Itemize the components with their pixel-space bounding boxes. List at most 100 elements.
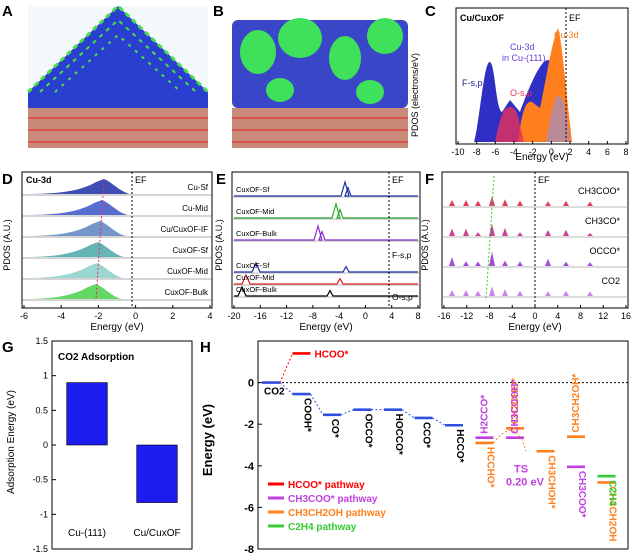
panel-label-g: G <box>2 339 14 356</box>
panel-c-xtick-tick-label: -4 <box>510 147 518 157</box>
panel-h-state-label: H2CCO* <box>480 395 491 434</box>
panel-h-plot: -8 -6 -4 -2 0 CO2 HCOO* COOH* CO* OCCO* HOCCO* CCO*… <box>244 349 628 556</box>
panel-c-xtick-tick-label: 0 <box>549 147 554 157</box>
panel-g-ylabel: Adsorption Energy (eV) <box>6 390 17 494</box>
panel-a: A <box>2 3 210 148</box>
panel-b-lobe-5 <box>266 78 294 102</box>
panel-d-curve-label: CuxOF-Mid <box>167 267 208 276</box>
panel-c-xtick-tick-label: -2 <box>529 147 537 157</box>
panel-a-atoms-green-2 <box>54 33 182 93</box>
panel-c-xtick-tick-label: 6 <box>605 147 610 157</box>
panel-h-state-label: CO* <box>329 419 340 438</box>
panel-h-legend-label: HCOO* pathway <box>288 480 365 491</box>
panel-f-xtick-tick-label: -12 <box>460 311 473 321</box>
panel-c-annotation-osp: O-s,p <box>510 88 532 98</box>
panel-f-xtick-tick-label: 0 <box>532 311 537 321</box>
panel-e-group-osp: O-s,p <box>392 292 413 302</box>
panel-f-shift-line <box>485 175 495 301</box>
panel-d-curve <box>24 242 210 257</box>
panel-d: D PDOS (A.U.) Cu-Sf Cu-Mid Cu/CuxOF-IF CuxO… <box>2 171 213 333</box>
panel-g-category-label: Cu-(111) <box>68 528 106 539</box>
panel-label-d: D <box>2 171 13 188</box>
panel-h-ts-label: TS <box>514 463 528 475</box>
panel-c-annotation-fsp: F-s,p <box>462 78 483 88</box>
panel-g-ytick-label: 1 <box>43 371 48 381</box>
panel-e-curve-label: CuxOF-Sf <box>236 261 270 270</box>
panel-d-xtick-tick-label: -4 <box>57 311 65 321</box>
panel-g-title: CO2 Adsorption <box>58 352 134 363</box>
panel-h-state-label: CH2CHO* <box>510 378 521 424</box>
panel-h-ytick-label: 0 <box>248 378 254 390</box>
panel-e-curve <box>234 223 418 241</box>
panel-b-lobe-4 <box>367 18 403 54</box>
panel-d-curve <box>24 284 210 299</box>
panel-g-ytick-label: 0.5 <box>35 405 48 415</box>
panel-label-h: H <box>200 339 211 356</box>
panel-d-xtick-tick-label: -2 <box>94 311 102 321</box>
panel-d-curve <box>24 263 210 278</box>
panel-h-connector <box>340 409 354 416</box>
panel-h-ts-curve <box>493 430 527 452</box>
panel-f-xtick-tick-label: 4 <box>555 311 560 321</box>
panel-g-category-label: Cu/CuxOF <box>133 528 180 539</box>
panel-d-curve-label: CuxOF-Sf <box>172 246 208 255</box>
panel-d-curve <box>24 221 210 236</box>
panel-f-curve <box>444 286 626 296</box>
panel-e-curve <box>234 201 418 219</box>
panel-g-bar <box>136 444 178 503</box>
panel-e-curves: CuxOF-Sf CuxOF-Mid CuxOF-Bulk CuxOF-Sf CuxOF… <box>232 179 420 298</box>
panel-d-xticks: -6 -4 -2 0 2 4 <box>20 305 213 321</box>
panel-f: F PDOS (A.U.) CH3COO* CH3CO* OCCO* CO2 EF -… <box>420 171 631 333</box>
panel-f-curve-label: CO2 <box>601 276 620 286</box>
panel-c-xtick-tick-label: 8 <box>623 147 628 157</box>
panel-d-xtick-tick-label: -6 <box>20 311 28 321</box>
panel-h-connector <box>279 382 293 395</box>
panel-h-ts-value: 0.20 eV <box>506 476 545 488</box>
panel-a-surface-green <box>26 3 210 94</box>
panel-f-curve-label: OCCO* <box>589 246 620 256</box>
panel-e-curve-label: CuxOF-Sf <box>236 185 270 194</box>
panel-h-legend: HCOO* pathway CH3COO* pathway CH3CH2OH pat… <box>268 480 386 533</box>
panel-e-group-fsp: F-s,p <box>392 250 412 260</box>
panel-h-state-label: HCCHO* <box>485 447 496 488</box>
panel-c-xtick-tick-label: -8 <box>473 147 481 157</box>
panel-h-state-label: OCCO* <box>363 414 374 448</box>
panel-c-annotation-cu111: in Cu-(111) <box>502 53 546 63</box>
panel-h-legend-label: C2H4 pathway <box>288 522 357 533</box>
panel-f-xtick-tick-label: 8 <box>578 311 583 321</box>
panel-h-ytick-label: -4 <box>244 461 255 473</box>
panel-c-frame <box>455 7 629 145</box>
panel-e-xtick-tick-label: -12 <box>280 311 293 321</box>
panel-h-ytick-label: -2 <box>244 419 254 431</box>
panel-label-f: F <box>425 171 434 188</box>
panel-d-curve-label: Cu-Sf <box>188 183 209 192</box>
panel-e-ylabel: PDOS (A.U.) <box>214 219 224 271</box>
panel-c-dos-red <box>495 106 524 142</box>
panel-c-xticks: -10 -8 -6 -4 -2 0 2 4 6 8 <box>451 141 629 157</box>
panel-d-curve-label: Cu/CuxOF-IF <box>160 225 208 234</box>
panel-e-curve <box>234 179 418 197</box>
panel-e-ef: EF <box>392 175 404 185</box>
panel-h-legend-label: CH3COO* pathway <box>288 494 378 505</box>
panel-h-ytick-label: -8 <box>244 544 254 556</box>
panel-b-lobe-2 <box>278 18 322 58</box>
panel-c-xtick-tick-label: -6 <box>491 147 499 157</box>
panel-d-curves: Cu-Sf Cu-Mid Cu/CuxOF-IF CuxOF-Sf CuxOF-Mid C… <box>22 179 212 301</box>
panel-g-ytick-label: -1 <box>40 509 48 519</box>
panel-d-xtick-tick-label: 2 <box>170 311 175 321</box>
panel-d-curve <box>24 200 210 215</box>
panel-label-e: E <box>216 171 226 188</box>
panel-d-ef: EF <box>135 175 147 185</box>
panel-c-annotation-cu3d: Cu-3d <box>510 42 535 52</box>
panel-g-bar <box>66 382 108 446</box>
panel-e-curve <box>234 285 418 297</box>
panel-c-ylabel: PDOS (electrons/eV) <box>410 53 420 137</box>
panel-e-xtick-tick-label: 4 <box>389 311 394 321</box>
panel-e-curve <box>234 261 418 273</box>
panel-h-ylabel: Energy (eV) <box>200 404 215 476</box>
panel-h-state-label: CCO* <box>421 422 432 448</box>
panel-c-xtick-tick-label: -10 <box>451 147 464 157</box>
panel-e-xtick-tick-label: 8 <box>415 311 420 321</box>
panel-f-curve-label: CH3CO* <box>585 216 621 226</box>
